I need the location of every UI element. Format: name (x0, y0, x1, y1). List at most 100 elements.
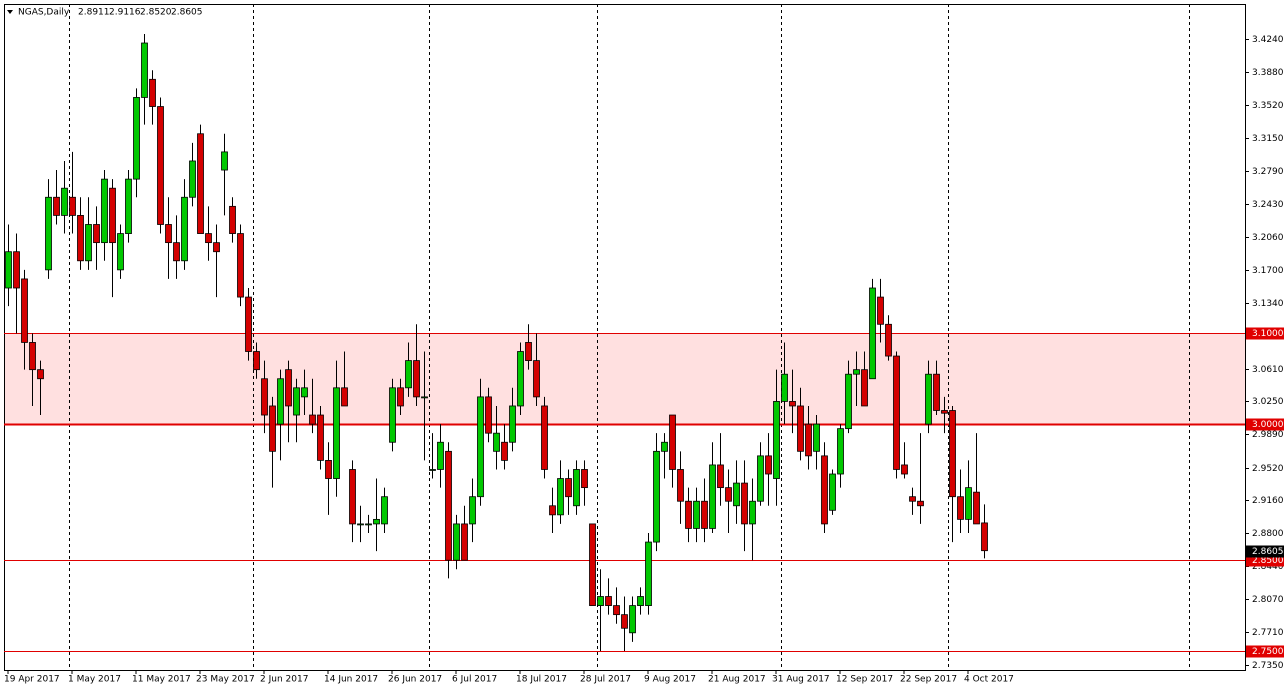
y-tick-label: 2.7710 (1252, 628, 1284, 638)
candle-body (605, 596, 612, 606)
candle-body (677, 469, 684, 502)
candle-body (589, 523, 596, 606)
candle-body (389, 387, 396, 443)
candle-body (493, 432, 500, 452)
candle-body (973, 491, 980, 525)
candle-body (549, 505, 556, 516)
candle-body (213, 242, 220, 253)
candle-body (181, 196, 188, 262)
candle-body (285, 369, 292, 407)
x-tick-label: 6 Jul 2017 (452, 675, 497, 685)
x-tick-label: 1 May 2017 (68, 675, 121, 685)
header-value: 2.8605 (171, 8, 203, 18)
candle-body (205, 233, 212, 244)
level-label-box (1246, 645, 1284, 658)
candle-body (277, 378, 284, 425)
level-label: 3.0000 (1252, 420, 1284, 430)
level-label: 2.7500 (1252, 647, 1284, 657)
candle-body (917, 500, 924, 507)
candle-body (293, 387, 300, 416)
candle-body (461, 523, 468, 561)
y-tick-label: 3.2790 (1252, 167, 1284, 177)
candle-body (837, 428, 844, 475)
candle-body (565, 478, 572, 498)
y-tick-label: 2.8070 (1252, 595, 1284, 605)
candle-body (949, 410, 956, 498)
candle-body (501, 441, 508, 461)
level-label-box (1246, 327, 1284, 340)
candle-body (653, 450, 660, 543)
candle-body (789, 401, 796, 407)
candle-body (893, 355, 900, 470)
level-label: 3.1000 (1252, 329, 1284, 339)
x-tick-label: 23 May 2017 (196, 675, 255, 685)
y-tick-label: 3.0610 (1252, 365, 1284, 375)
y-tick-label: 3.1700 (1252, 266, 1284, 276)
candle-body (701, 500, 708, 529)
candle-body (597, 596, 604, 606)
y-tick-label: 3.4240 (1252, 35, 1284, 45)
y-tick-label: 2.9520 (1252, 464, 1284, 474)
current-price-box (1246, 545, 1284, 558)
y-tick-label: 2.9890 (1252, 430, 1284, 440)
x-tick-label: 12 Sep 2017 (836, 675, 893, 685)
candle-body (141, 42, 148, 98)
candle-body (469, 496, 476, 525)
candle-body (373, 518, 380, 525)
candle-body (637, 596, 644, 606)
header-value: 2.8520 (140, 8, 172, 18)
y-tick-label: 2.9160 (1252, 496, 1284, 506)
candle-body (357, 523, 364, 526)
candle-body (37, 369, 44, 380)
candle-body (629, 605, 636, 634)
y-tick-label: 3.2060 (1252, 233, 1284, 243)
candle-body (149, 78, 156, 107)
candle-body (13, 251, 20, 289)
candle-body (189, 160, 196, 198)
candle-body (757, 455, 764, 502)
candle-body (341, 387, 348, 407)
candle-body (5, 251, 12, 289)
x-tick-label: 22 Sep 2017 (900, 675, 957, 685)
candle-body (909, 496, 916, 502)
x-tick-label: 2 Jun 2017 (260, 675, 308, 685)
candle-body (229, 205, 236, 234)
candle-body (365, 523, 372, 526)
candle-body (717, 464, 724, 489)
candle-body (773, 401, 780, 479)
candle-body (709, 464, 716, 529)
candle-body (749, 500, 756, 525)
current-price-label: 2.8605 (1252, 547, 1284, 557)
candle-body (397, 387, 404, 407)
candle-body (685, 500, 692, 529)
x-tick-label: 26 Jun 2017 (388, 675, 442, 685)
level-label-box (1246, 418, 1284, 431)
candle-body (197, 133, 204, 234)
candle-body (693, 500, 700, 529)
chart-title: NGAS,Daily (18, 8, 70, 18)
candle-body (925, 373, 932, 425)
candle-body (61, 187, 68, 216)
candle-body (261, 378, 268, 416)
candle-body (445, 450, 452, 561)
candle-body (253, 351, 260, 371)
candle-body (781, 373, 788, 402)
candle-body (573, 469, 580, 507)
candle-body (853, 369, 860, 375)
candle-body (957, 496, 964, 520)
candle-body (269, 405, 276, 452)
period-separators (69, 4, 1190, 670)
candle-body (533, 360, 540, 398)
candle-body (117, 233, 124, 271)
candle-body (93, 224, 100, 244)
candle-body (669, 414, 676, 470)
candle-body (557, 478, 564, 516)
candle-body (237, 233, 244, 298)
header-value: 2.8911 (78, 8, 110, 18)
candle-body (21, 278, 28, 343)
candle-body (485, 396, 492, 434)
candle-body (861, 369, 868, 407)
y-tick-label: 3.3150 (1252, 134, 1284, 144)
x-tick-label: 14 Jun 2017 (324, 675, 378, 685)
